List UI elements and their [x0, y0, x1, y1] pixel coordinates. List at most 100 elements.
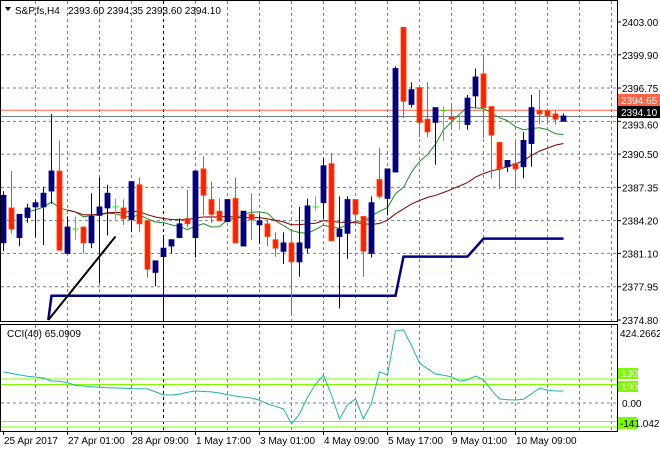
candle[interactable] — [104, 184, 111, 236]
candle[interactable] — [352, 199, 359, 222]
candle[interactable] — [184, 190, 191, 228]
candle[interactable] — [120, 199, 127, 225]
candle[interactable] — [552, 110, 559, 125]
candle[interactable] — [320, 158, 327, 219]
candle[interactable] — [200, 156, 207, 216]
candle[interactable] — [288, 232, 295, 315]
candle[interactable] — [56, 140, 63, 251]
candle-body — [448, 116, 455, 120]
candle[interactable] — [136, 177, 143, 233]
candle[interactable] — [544, 108, 551, 125]
candle[interactable] — [400, 26, 407, 119]
candle[interactable] — [8, 171, 15, 234]
candle-body — [176, 223, 183, 238]
candle-body — [424, 118, 431, 133]
candle[interactable] — [272, 232, 279, 257]
cci-pane[interactable] — [1, 329, 617, 428]
candle[interactable] — [560, 113, 567, 122]
candle[interactable] — [408, 82, 415, 108]
candle[interactable] — [312, 196, 319, 212]
candle-body — [536, 110, 543, 115]
candle[interactable] — [176, 218, 183, 238]
candle[interactable] — [304, 198, 311, 254]
price-axis-label: 2384.20 — [622, 217, 659, 228]
candle[interactable] — [344, 196, 351, 259]
candle[interactable] — [208, 181, 215, 223]
candle[interactable] — [0, 191, 7, 252]
candle[interactable] — [416, 87, 423, 138]
candle[interactable] — [384, 168, 391, 216]
candle[interactable] — [424, 82, 431, 138]
candle[interactable] — [32, 199, 39, 238]
candle[interactable] — [392, 66, 399, 173]
candle[interactable] — [96, 177, 103, 284]
candle[interactable] — [248, 193, 255, 240]
candle[interactable] — [24, 203, 31, 223]
candle[interactable] — [128, 181, 135, 233]
candle[interactable] — [336, 196, 343, 309]
candle-body — [208, 199, 215, 215]
candle[interactable] — [152, 260, 159, 287]
candle-body — [480, 73, 487, 108]
candle[interactable] — [232, 177, 239, 244]
candle[interactable] — [280, 232, 287, 264]
candle[interactable] — [520, 131, 527, 179]
candle[interactable] — [504, 160, 511, 173]
candle[interactable] — [144, 220, 151, 278]
candles[interactable] — [0, 26, 567, 320]
candle[interactable] — [448, 103, 455, 130]
candle[interactable] — [368, 196, 375, 258]
candle[interactable] — [64, 216, 71, 254]
candle[interactable] — [464, 94, 471, 130]
ask-price-tag — [618, 94, 660, 106]
candle[interactable] — [488, 106, 495, 179]
candle-body — [304, 205, 311, 249]
candle[interactable] — [264, 218, 271, 247]
candle[interactable] — [432, 107, 439, 165]
candle[interactable] — [328, 153, 335, 242]
candle-body — [184, 218, 191, 225]
indicator-lines — [27, 106, 564, 321]
candle[interactable] — [168, 239, 175, 254]
candle[interactable] — [48, 113, 55, 204]
candle[interactable] — [192, 170, 199, 258]
candle[interactable] — [360, 216, 367, 277]
cci-level-tag — [618, 417, 637, 429]
candle[interactable] — [240, 210, 247, 247]
candle[interactable] — [216, 198, 223, 222]
candle[interactable] — [160, 236, 167, 320]
cci-level-label-130: 130 — [621, 369, 638, 380]
candle[interactable] — [72, 216, 79, 240]
candle[interactable] — [480, 55, 487, 139]
trend-line[interactable] — [47, 235, 117, 321]
bid-price-label: 2394.10 — [621, 108, 658, 119]
candle[interactable] — [256, 214, 263, 244]
candle[interactable] — [40, 186, 47, 245]
ohlc-values: 2393.60 2394.35 2393.60 2394.10 — [68, 6, 221, 17]
candle-body — [512, 163, 519, 170]
candle[interactable] — [512, 141, 519, 189]
candle[interactable] — [528, 94, 535, 167]
candle-body — [256, 220, 263, 226]
candle[interactable] — [536, 89, 543, 125]
candle[interactable] — [440, 106, 447, 142]
price-axis-label: 2390.50 — [622, 150, 659, 161]
candle[interactable] — [88, 193, 95, 249]
candle[interactable] — [296, 206, 303, 277]
triangle-down-icon[interactable] — [5, 7, 11, 11]
cci-zero-label: 0.00 — [622, 399, 642, 410]
candle-body — [344, 199, 351, 234]
candle[interactable] — [496, 142, 503, 189]
candle[interactable] — [224, 199, 231, 223]
candle-body — [16, 213, 23, 238]
candle[interactable] — [16, 213, 23, 247]
candle-body — [32, 202, 39, 208]
candle[interactable] — [376, 147, 383, 199]
step-indicator-line — [47, 237, 564, 321]
candle[interactable] — [472, 68, 479, 108]
candle[interactable] — [456, 113, 463, 130]
candle[interactable] — [112, 198, 119, 220]
candle-body — [224, 199, 231, 223]
candle[interactable] — [80, 226, 87, 254]
